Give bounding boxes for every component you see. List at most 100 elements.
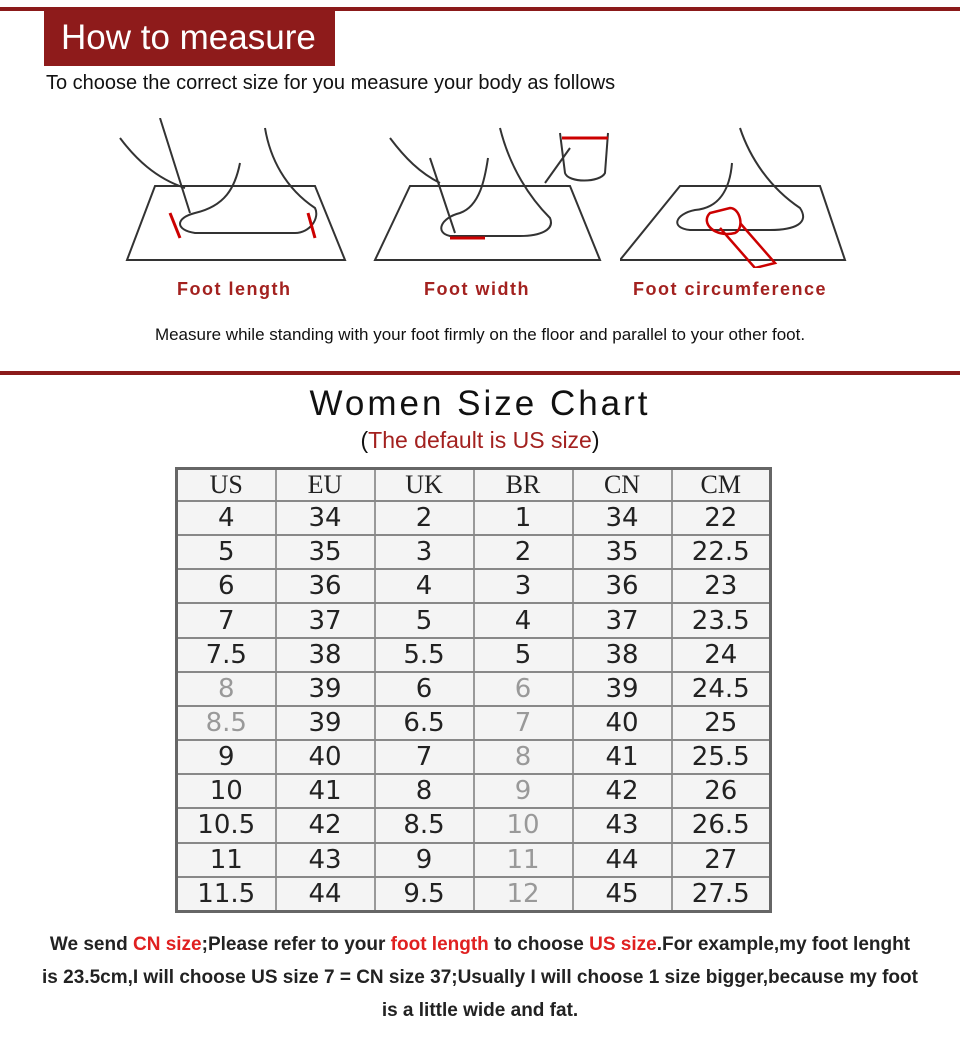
- table-row: 7 37 5 4 37 23.5: [175, 603, 772, 639]
- table-cell: 36: [274, 569, 376, 605]
- column-header: US: [175, 468, 277, 502]
- table-cell: 4: [175, 501, 277, 537]
- table-cell: 38: [571, 637, 673, 673]
- table-cell: 27: [670, 842, 772, 878]
- column-header: BR: [472, 468, 574, 502]
- table-cell: 43: [274, 842, 376, 878]
- table-cell: 8.5: [175, 705, 277, 742]
- table-row: 5 35 3 2 35 22.5: [175, 535, 772, 571]
- table-cell: 41: [274, 774, 376, 810]
- top-rule: [0, 7, 960, 11]
- table-cell: 2: [373, 501, 475, 537]
- table-cell: 7.5: [175, 637, 277, 673]
- table-cell: 37: [571, 603, 673, 639]
- table-cell: 37: [274, 603, 376, 639]
- table-cell: 25.5: [670, 740, 772, 776]
- column-header: CN: [571, 468, 673, 502]
- table-cell: 10: [175, 774, 277, 810]
- table-cell: 6: [373, 671, 475, 707]
- footer-highlight-us-size: US size: [589, 934, 657, 955]
- table-row: 6 36 4 3 36 23: [175, 569, 772, 605]
- table-cell: 35: [571, 535, 673, 571]
- table-cell: 7: [175, 603, 277, 639]
- subtitle: To choose the correct size for you measu…: [46, 72, 616, 94]
- table-cell: 8: [175, 671, 277, 707]
- column-header: CM: [670, 468, 772, 502]
- table-cell: 8.5: [373, 808, 475, 844]
- table-row: 8 39 6 6 39 24.5: [175, 671, 772, 707]
- table-cell: 8: [373, 774, 475, 810]
- table-cell: 40: [571, 705, 673, 742]
- table-cell: 22.5: [670, 535, 772, 571]
- table-cell: 9.5: [373, 876, 475, 913]
- column-header: UK: [373, 468, 475, 502]
- table-cell: 24: [670, 637, 772, 673]
- table-row: 7.5 38 5.5 5 38 24: [175, 637, 772, 673]
- foot-length-illustration-icon: [119, 118, 347, 261]
- table-cell: 6: [175, 569, 277, 605]
- table-cell: 38: [274, 637, 376, 673]
- table-cell: 44: [571, 842, 673, 878]
- table-cell: 4: [373, 569, 475, 605]
- table-cell: 9: [175, 740, 277, 776]
- table-cell: 11: [175, 842, 277, 878]
- table-cell: 5: [472, 637, 574, 673]
- table-cell: 6: [472, 671, 574, 707]
- footer-highlight-foot-length: foot length: [390, 934, 489, 955]
- table-cell: 3: [472, 569, 574, 605]
- chart-title: Women Size Chart: [309, 384, 651, 423]
- footer-text: We send: [49, 934, 133, 955]
- table-cell: 43: [571, 808, 673, 844]
- table-cell: 3: [373, 535, 475, 571]
- default-size-text: The default is US size: [368, 427, 592, 453]
- caption-foot-circumference: Foot circumference: [633, 279, 828, 299]
- table-cell: 10: [472, 808, 574, 844]
- table-row: 8.5 39 6.5 7 40 25: [175, 705, 772, 742]
- table-cell: 2: [472, 535, 574, 571]
- footer-text: .For example,my foot lenght is 23.5cm,I …: [42, 934, 918, 1021]
- table-row: 11.5 44 9.5 12 45 27.5: [175, 876, 772, 913]
- default-size-note: (The default is US size): [0, 427, 960, 454]
- table-cell: 39: [571, 671, 673, 707]
- table-cell: 8: [472, 740, 574, 776]
- table-cell: 42: [571, 774, 673, 810]
- table-cell: 42: [274, 808, 376, 844]
- table-cell: 24.5: [670, 671, 772, 707]
- table-cell: 26: [670, 774, 772, 810]
- table-cell: 26.5: [670, 808, 772, 844]
- table-cell: 6.5: [373, 705, 475, 742]
- footer-note: We send CN size;Please refer to your foo…: [40, 928, 920, 1027]
- table-cell: 27.5: [670, 876, 772, 913]
- table-row: 10.5 42 8.5 10 43 26.5: [175, 808, 772, 844]
- table-cell: 7: [373, 740, 475, 776]
- table-cell: 34: [571, 501, 673, 537]
- table-cell: 44: [274, 876, 376, 913]
- table-cell: 35: [274, 535, 376, 571]
- table-cell: 39: [274, 705, 376, 742]
- table-header: US EU UK BR CN CM: [175, 468, 772, 502]
- table-cell: 22: [670, 501, 772, 537]
- size-chart-table: US EU UK BR CN CM 4 34 2 1 34 22 5 35 3 2 35 22.5 6 36 4 3 36…: [175, 467, 772, 913]
- paren-close: ): [591, 427, 600, 453]
- table-cell: 25: [670, 705, 772, 742]
- caption-foot-length: Foot length: [177, 279, 292, 299]
- table-cell: 23: [670, 569, 772, 605]
- table-cell: 10.5: [175, 808, 277, 844]
- table-cell: 5: [175, 535, 277, 571]
- table-cell: 5: [373, 603, 475, 639]
- table-cell: 36: [571, 569, 673, 605]
- table-row: 10 41 8 9 42 26: [175, 774, 772, 810]
- table-cell: 11: [472, 842, 574, 878]
- footer-text: to choose: [488, 934, 590, 955]
- table-cell: 7: [472, 705, 574, 742]
- table-cell: 4: [472, 603, 574, 639]
- section-divider: [0, 371, 960, 375]
- measure-note: Measure while standing with your foot fi…: [154, 325, 806, 344]
- table-row: 11 43 9 11 44 27: [175, 842, 772, 878]
- foot-width-illustration-icon: [373, 127, 609, 261]
- table-cell: 1: [472, 501, 574, 537]
- table-cell: 9: [373, 842, 475, 878]
- foot-circumference-illustration-icon: [620, 127, 847, 268]
- table-row: 4 34 2 1 34 22: [175, 501, 772, 537]
- table-cell: 11.5: [175, 876, 277, 913]
